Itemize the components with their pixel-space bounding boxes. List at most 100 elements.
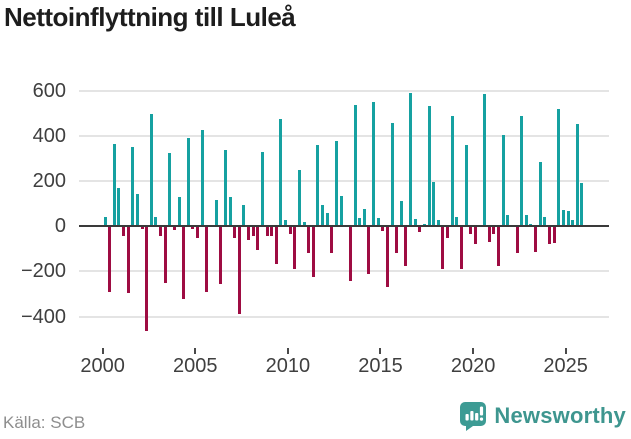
x-axis-tick-label: 2025 xyxy=(543,355,588,377)
bar-negative xyxy=(395,227,399,254)
bar-negative xyxy=(446,227,450,238)
bar-positive xyxy=(353,105,357,227)
bar-positive xyxy=(520,116,524,227)
x-axis-tick-label: 2000 xyxy=(80,355,125,377)
logo-bar-small xyxy=(465,414,470,421)
bar-positive xyxy=(321,204,325,227)
x-axis-tick-label: 2010 xyxy=(265,355,311,377)
zero-axis-line xyxy=(79,225,609,228)
x-axis-tick xyxy=(194,348,197,354)
gridline xyxy=(79,180,609,183)
bar-positive xyxy=(117,187,121,227)
bar-positive xyxy=(358,218,362,227)
bar-positive xyxy=(422,223,426,227)
x-axis-tick xyxy=(101,348,104,354)
bar-positive xyxy=(483,93,487,227)
bar-positive xyxy=(297,169,301,227)
bar-positive xyxy=(228,196,232,227)
bar-positive xyxy=(154,217,158,227)
gridline xyxy=(79,134,609,137)
bar-positive xyxy=(524,214,528,227)
bar-positive xyxy=(506,214,510,227)
bar-negative xyxy=(418,227,422,232)
bar-negative xyxy=(191,227,195,229)
bar-negative xyxy=(251,227,255,237)
bar-positive xyxy=(149,114,153,227)
bar-positive xyxy=(501,134,505,227)
bar-positive xyxy=(575,124,579,227)
page-title: Nettoinflyttning till Luleå xyxy=(4,2,296,32)
bar-positive xyxy=(279,118,283,227)
bar-negative xyxy=(497,227,501,266)
gridline xyxy=(79,270,609,273)
bar-positive xyxy=(168,152,172,227)
bar-positive xyxy=(223,150,227,227)
bar-negative xyxy=(126,227,130,293)
x-axis-tick xyxy=(564,348,567,354)
bar-positive xyxy=(432,182,436,227)
logo-exclamation-dot xyxy=(480,417,484,421)
x-axis-tick-label: 2005 xyxy=(173,355,218,377)
bar-positive xyxy=(362,209,366,227)
bar-positive xyxy=(177,196,181,227)
bar-negative xyxy=(367,227,371,274)
bar-positive xyxy=(571,220,575,227)
bar-positive xyxy=(302,221,306,227)
bar-positive xyxy=(135,194,139,227)
bar-negative xyxy=(311,227,315,278)
bar-negative xyxy=(140,227,144,229)
bar-positive xyxy=(543,217,547,227)
logo-bar-tall xyxy=(470,411,474,421)
x-axis-tick xyxy=(286,348,289,354)
logo-bar-mid xyxy=(475,413,479,421)
bar-negative xyxy=(473,227,477,245)
brand-name: Newsworthy xyxy=(494,403,626,428)
bar-negative xyxy=(487,227,491,243)
bar-negative xyxy=(196,227,200,238)
bar-negative xyxy=(163,227,167,283)
gridline xyxy=(79,315,609,318)
bar-negative xyxy=(441,227,445,270)
bar-positive xyxy=(529,223,533,227)
bar-positive xyxy=(538,161,542,227)
bar-negative xyxy=(515,227,519,254)
bar-positive xyxy=(372,101,376,227)
bar-positive xyxy=(390,123,394,227)
newsworthy-logo[interactable]: Newsworthy xyxy=(459,401,626,431)
bar-negative xyxy=(552,227,556,244)
source-note: Källa: SCB xyxy=(3,413,86,432)
bar-negative xyxy=(381,227,385,231)
y-axis-tick-label: 400 xyxy=(32,124,66,147)
bar-negative xyxy=(247,227,251,240)
bar-positive xyxy=(325,212,329,227)
bar-positive xyxy=(399,201,403,227)
y-axis-tick-label: 600 xyxy=(32,79,66,102)
bar-negative xyxy=(385,227,389,288)
bar-negative xyxy=(159,227,163,237)
bar-negative xyxy=(288,227,292,235)
y-axis-tick-label: −200 xyxy=(20,260,66,283)
bar-positive xyxy=(335,141,338,227)
bar-negative xyxy=(172,227,176,230)
bar-positive xyxy=(561,210,565,227)
bar-negative xyxy=(293,227,297,270)
bar-positive xyxy=(455,217,459,227)
bar-negative xyxy=(219,227,223,284)
bar-negative xyxy=(205,227,209,292)
bar-positive xyxy=(260,151,264,227)
bar-positive xyxy=(200,130,204,227)
bar-negative xyxy=(547,227,551,245)
bar-negative xyxy=(534,227,538,253)
bar-negative xyxy=(122,227,126,237)
newsworthy-bubble-icon xyxy=(460,402,487,431)
bar-negative xyxy=(237,227,241,315)
bar-positive xyxy=(131,146,135,227)
bar-positive xyxy=(427,106,431,227)
bar-positive xyxy=(214,200,218,227)
plot-area xyxy=(79,82,609,347)
bar-negative xyxy=(404,227,408,266)
bar-positive xyxy=(376,218,380,227)
logo-exclamation-stem xyxy=(480,406,484,416)
x-axis-tick xyxy=(472,348,475,354)
